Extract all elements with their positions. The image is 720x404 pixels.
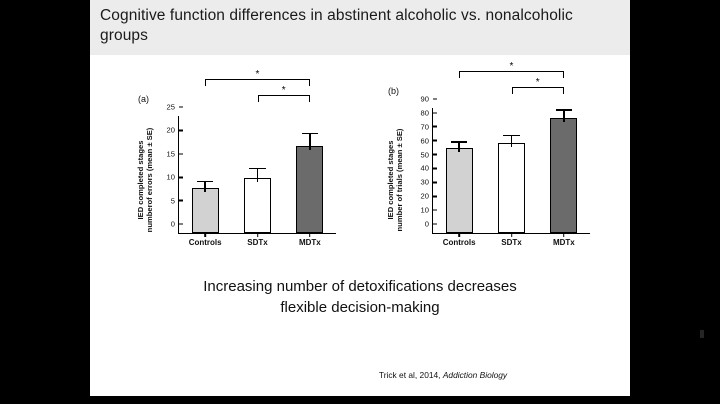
error-bar-cap-mdtx <box>555 109 572 111</box>
y-axis-tick-label: 0 <box>425 220 437 229</box>
error-bar-cap-controls <box>197 181 214 183</box>
y-axis-tick-label: 20 <box>421 192 438 201</box>
bar-sdtx <box>243 178 272 233</box>
panel-label-b: (b) <box>388 86 399 96</box>
error-bar-cap-sdtx <box>503 135 520 137</box>
caption-line-1: Increasing number of detoxifications dec… <box>203 278 517 295</box>
bar-mdtx <box>550 118 578 233</box>
caption-line-2: flexible decision-making <box>280 299 440 316</box>
error-bar-sdtx <box>256 168 259 183</box>
panel-label-a: (a) <box>138 94 149 104</box>
y-axis-title-a-line1: IED completed stages <box>136 140 145 220</box>
error-bar-controls <box>204 182 206 192</box>
error-bar-mdtx <box>563 110 565 123</box>
plot-area-a: 0 5 10 15 20 25 Controls SDTx MDTx * * <box>167 70 336 247</box>
x-axis-tick <box>309 233 311 237</box>
plot-area-b: 0 10 20 30 40 50 60 70 80 90 Controls SDTx MDTx * * <box>421 62 590 247</box>
y-axis-tick-label: 10 <box>167 173 184 182</box>
y-axis-title-a: IED completed stages numberof errors (me… <box>136 120 154 240</box>
y-axis-tick-label: 30 <box>421 178 438 187</box>
y-axis-tick-label: 70 <box>421 122 438 131</box>
y-axis-tick-label: 80 <box>421 108 438 117</box>
error-bar-mdtx <box>309 134 311 151</box>
bar-controls <box>445 147 473 233</box>
y-axis-tick-label: 25 <box>167 103 184 112</box>
x-axis-tick <box>563 233 565 237</box>
significance-asterisk: * <box>535 77 540 88</box>
y-axis-title-b: IED completed stages number of trials (m… <box>386 120 404 240</box>
error-bar-cap-mdtx <box>301 132 318 135</box>
figure-panel-group: (a) IED completed stages numberof errors… <box>90 58 630 258</box>
chart-panel-a: (a) IED completed stages numberof errors… <box>130 58 380 258</box>
x-axis-label-sdtx: SDTx <box>247 238 268 247</box>
error-bar-cap-sdtx <box>249 167 266 169</box>
y-axis-tick-label: 40 <box>421 164 438 173</box>
edge-artifact <box>700 330 704 338</box>
significance-asterisk: * <box>255 69 260 80</box>
y-axis-tick-label: 10 <box>421 206 438 215</box>
significance-asterisk: * <box>281 85 286 96</box>
x-axis-tick <box>256 233 259 237</box>
chart-panel-b: (b) IED completed stages number of trial… <box>380 58 630 258</box>
slide-caption: Increasing number of detoxifications dec… <box>90 276 630 318</box>
error-bar-sdtx <box>510 136 513 147</box>
y-axis-tick-label: 0 <box>171 220 183 229</box>
significance-bracket <box>511 87 564 94</box>
y-axis-title-b-line1: IED completed stages <box>386 140 395 220</box>
x-axis-label-controls: Controls <box>188 238 222 247</box>
citation-journal: Addiction Biology <box>442 370 508 380</box>
y-axis-tick-label: 20 <box>167 126 184 135</box>
x-axis-tick <box>458 233 460 237</box>
citation-authors-year: Trick et al, 2014, <box>378 370 443 380</box>
bar-mdtx <box>296 146 324 233</box>
bar-sdtx <box>497 142 526 233</box>
significance-bracket <box>257 95 310 102</box>
x-axis-label-controls: Controls <box>442 238 476 247</box>
citation: Trick et al, 2014, Addiction Biology <box>90 370 630 380</box>
x-axis-tick <box>204 233 206 237</box>
y-axis-tick-label: 90 <box>421 95 438 104</box>
error-bar-controls <box>458 142 460 152</box>
y-axis-tick-label: 50 <box>421 150 438 159</box>
slide: Cognitive function differences in abstin… <box>90 0 630 396</box>
x-axis-label-mdtx: MDTx <box>552 238 575 247</box>
significance-bracket <box>459 71 564 78</box>
y-axis-tick-label: 60 <box>421 136 438 145</box>
x-axis-label-mdtx: MDTx <box>298 238 321 247</box>
y-axis-title-b-line2: number of trials (mean ± SE) <box>395 128 404 232</box>
y-axis-tick-label: 15 <box>167 149 184 158</box>
significance-asterisk: * <box>509 61 514 72</box>
page-title: Cognitive function differences in abstin… <box>100 7 573 44</box>
bar-controls <box>191 187 219 233</box>
error-bar-cap-controls <box>451 141 468 143</box>
x-axis-label-sdtx: SDTx <box>501 238 522 247</box>
significance-bracket <box>205 79 310 86</box>
y-axis-title-a-line2: numberof errors (mean ± SE) <box>145 127 154 233</box>
slide-title-banner: Cognitive function differences in abstin… <box>90 0 630 55</box>
x-axis-tick <box>510 233 513 237</box>
y-axis-tick-label: 5 <box>171 196 183 205</box>
